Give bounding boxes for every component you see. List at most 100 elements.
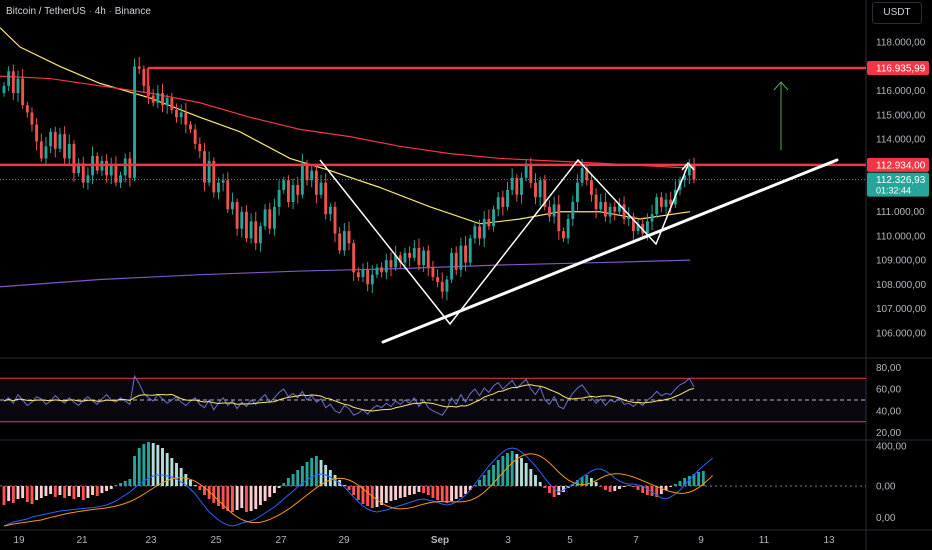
candle-body — [86, 175, 90, 183]
macd-histogram-bar — [7, 486, 11, 501]
candle — [338, 226, 342, 255]
rsi-ma-line — [3, 384, 695, 412]
macd-histogram-bar — [394, 486, 398, 500]
macd-histogram-bar — [384, 486, 388, 503]
macd-histogram-bar — [263, 486, 267, 501]
candle-body — [35, 124, 39, 142]
macd-histogram-bar — [44, 486, 48, 496]
candle-body — [63, 134, 67, 159]
price-tick-label: 111.000,00 — [876, 207, 925, 218]
symbol-name[interactable]: Bitcoin / TetherUS — [6, 6, 86, 17]
macd-histogram-bar — [300, 466, 304, 486]
macd-histogram-bar — [701, 471, 705, 486]
macd-histogram-bar — [123, 481, 127, 486]
macd-histogram-bar — [235, 486, 239, 510]
macd-histogram-bar — [81, 486, 85, 500]
macd-histogram-bar — [207, 486, 211, 499]
candle-body — [510, 177, 514, 190]
macd-histogram-bar — [412, 486, 416, 494]
candle-body — [291, 185, 295, 203]
candle — [286, 175, 290, 208]
candle-body — [622, 204, 626, 219]
candle-body — [417, 248, 421, 265]
macd-histogram-bar — [30, 486, 34, 504]
candle — [650, 204, 654, 231]
candle-body — [534, 182, 537, 198]
macd-histogram-bar — [231, 486, 234, 512]
candle-body — [81, 163, 85, 183]
macd-histogram-bar — [636, 486, 640, 490]
macd-histogram-bar — [2, 486, 6, 505]
macd-histogram-bar — [473, 485, 477, 486]
candle-body — [580, 168, 584, 183]
candle-body — [142, 68, 146, 86]
time-tick-label: 25 — [210, 535, 222, 546]
candle — [352, 239, 356, 281]
candle-body — [286, 180, 290, 203]
candle — [272, 198, 276, 236]
macd-histogram-bar — [375, 486, 379, 507]
candle — [594, 188, 598, 219]
candle — [105, 154, 109, 183]
macd-histogram-bar — [277, 486, 281, 488]
macd-histogram-bar — [193, 485, 197, 486]
time-tick-label: 9 — [698, 535, 704, 546]
macd-histogram-bar — [361, 486, 365, 504]
candle — [375, 263, 379, 279]
interval-label[interactable]: 4h — [94, 6, 106, 17]
rsi-line — [3, 374, 695, 416]
macd-histogram-bar — [538, 482, 542, 486]
candle — [631, 212, 635, 240]
macd-histogram-bar — [380, 486, 384, 505]
candle — [305, 159, 309, 186]
candle-body — [412, 248, 416, 258]
macd-histogram-bar — [86, 486, 90, 498]
macd-histogram-bar — [631, 486, 635, 487]
candle-body — [356, 272, 360, 278]
macd-histogram-bar — [25, 486, 29, 502]
candle-body — [221, 180, 225, 183]
candle — [412, 240, 416, 262]
candle-body — [375, 267, 379, 275]
candle — [529, 157, 533, 188]
candle — [603, 192, 607, 222]
candle-body — [589, 180, 593, 195]
candle-body — [538, 180, 542, 198]
candle-body — [333, 206, 337, 234]
candle — [58, 127, 62, 153]
candle — [585, 164, 589, 186]
candle — [333, 201, 337, 243]
candle-body — [268, 209, 272, 229]
candle-body — [585, 168, 589, 181]
candle — [244, 205, 248, 242]
macd-histogram-bar — [366, 486, 370, 506]
macd-histogram-bar — [450, 486, 454, 501]
candle-body — [11, 71, 15, 94]
macd-histogram-bar — [440, 486, 444, 502]
candle — [520, 172, 523, 204]
macd-histogram-bar — [454, 486, 458, 499]
candle — [72, 140, 76, 182]
candle-body — [198, 143, 202, 152]
candle-body — [552, 204, 556, 217]
candle — [403, 247, 407, 270]
macd-line — [3, 447, 713, 527]
macd-histogram-bar — [272, 486, 276, 493]
candle-body — [128, 158, 132, 178]
currency-selector[interactable]: USDT — [872, 2, 922, 24]
macd-histogram-bar — [669, 486, 673, 487]
candle — [203, 143, 206, 192]
candle — [566, 213, 570, 244]
candle — [258, 222, 262, 252]
macd-histogram-bar — [487, 470, 491, 486]
macd-histogram-bar — [529, 469, 533, 486]
ascending-trendline — [381, 158, 839, 344]
candle-body — [627, 216, 631, 219]
current-price-badge — [867, 172, 929, 197]
candle-body — [426, 250, 430, 268]
macd-histogram-bar — [571, 484, 575, 486]
candle — [538, 176, 542, 206]
candle — [464, 236, 467, 272]
macd-histogram-bar — [212, 486, 216, 503]
